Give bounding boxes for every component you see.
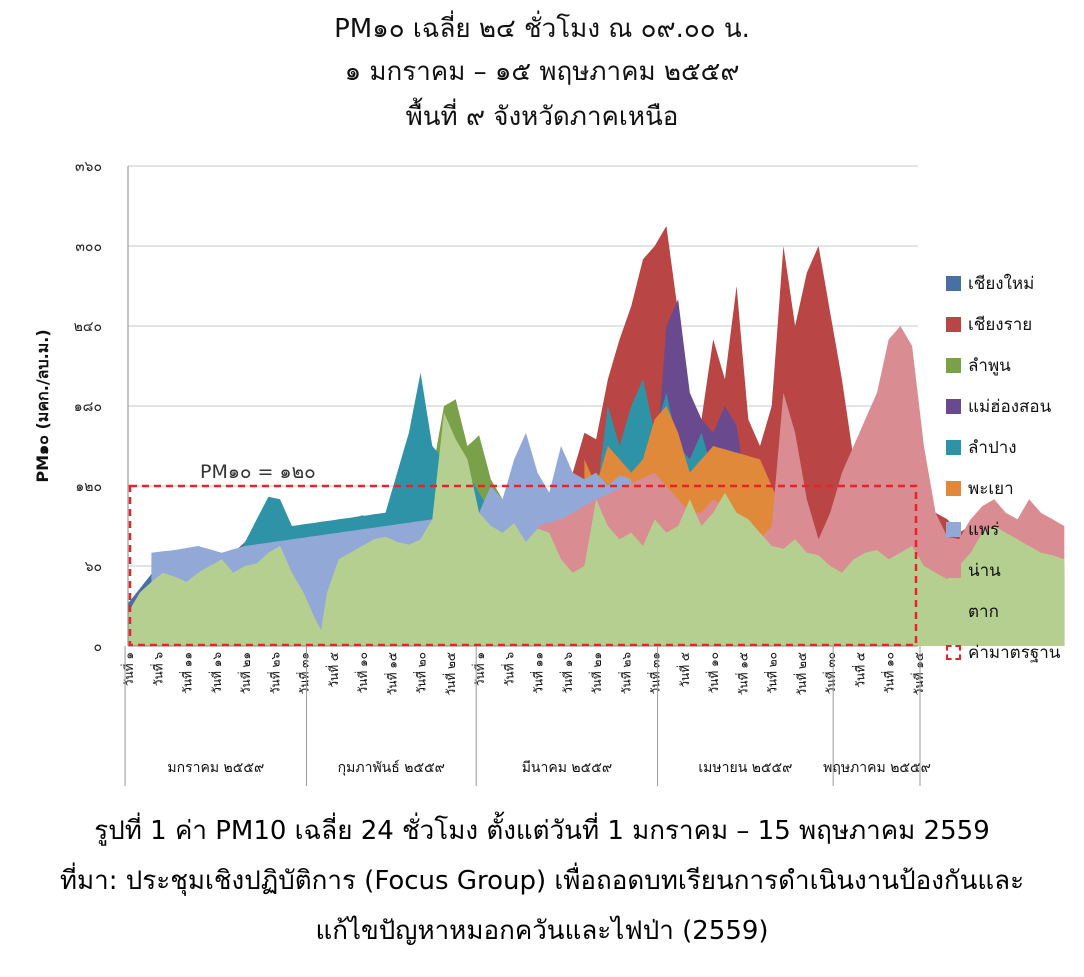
- y-axis-label: PM๑๐ (มคก./ลบ.ม.): [33, 329, 52, 482]
- month-label: พฤษภาคม ๒๕๕๙: [823, 760, 931, 776]
- y-tick-label: ๓๐๐: [75, 239, 102, 255]
- legend-label: เชียงใหม่: [968, 273, 1035, 294]
- legend-label: ลำปาง: [968, 437, 1017, 458]
- month-label: มกราคม ๒๕๕๙: [167, 760, 264, 776]
- x-tick-label: วันที่ ๑๖: [208, 652, 224, 694]
- legend-swatch: [946, 316, 961, 332]
- y-tick-label: ๓๖๐: [75, 159, 102, 175]
- x-tick-label: วันที่ ๖: [149, 652, 165, 686]
- legend-swatch: [946, 562, 961, 578]
- x-tick-label: วันที่ ๑๕: [910, 652, 926, 695]
- legend-item: แม่ฮ่องสอน: [946, 395, 1051, 417]
- x-tick-label: วันที่ ๒๐: [764, 652, 780, 694]
- caption-line-1: รูปที่ 1 ค่า PM10 เฉลี่ย 24 ชั่วโมง ตั้ง…: [94, 816, 990, 846]
- caption-line-3: แก้ไขปัญหาหมอกควันและไฟป่า (2559): [315, 916, 769, 946]
- chart-title-line-2: ๑ มกราคม – ๑๕ พฤษภาคม ๒๕๕๙: [344, 57, 740, 87]
- legend-item: ลำพูน: [946, 354, 1011, 376]
- legend-item: ค่ามาตรฐาน: [946, 641, 1060, 663]
- legend-swatch: [946, 480, 961, 496]
- legend-label: ค่ามาตรฐาน: [968, 642, 1061, 663]
- x-tick-label: วันที่ ๒๕: [442, 652, 458, 696]
- x-tick-label: วันที่ ๒๖: [617, 652, 633, 694]
- legend-swatch: [946, 644, 961, 660]
- x-tick-label: วันที่ ๑: [471, 652, 487, 686]
- month-label: เมษายน ๒๕๕๙: [698, 760, 792, 776]
- legend-label: แม่ฮ่องสอน: [968, 396, 1052, 417]
- x-tick-label: วันที่ ๕: [325, 652, 341, 688]
- x-tick-label: วันที่ ๓๑: [296, 652, 312, 695]
- caption-line-2: ที่มา: ประชุมเชิงปฏิบัติการ (Focus Group…: [59, 866, 1025, 896]
- legend-item: เชียงราย: [946, 313, 1032, 335]
- standard-label: PM๑๐ = ๑๒๐: [200, 461, 316, 483]
- x-tick-label: วันที่ ๑๖: [559, 652, 575, 694]
- x-tick-label: วันที่ ๑: [120, 652, 136, 686]
- legend-label: เชียงราย: [968, 314, 1033, 335]
- x-tick-label: วันที่ ๓๐: [822, 652, 838, 694]
- legend-swatch: [946, 439, 961, 455]
- legend-item: แพร่: [946, 518, 999, 540]
- legend-item: ลำปาง: [946, 436, 1017, 458]
- legend-label: น่าน: [968, 560, 1001, 581]
- legend-swatch: [946, 398, 961, 414]
- legend-item: น่าน: [946, 559, 1001, 581]
- chart-title-line-3: พื้นที่ ๙ จังหวัดภาคเหนือ: [405, 102, 679, 132]
- x-tick-label: วันที่ ๒๖: [266, 652, 282, 694]
- legend-swatch: [946, 357, 961, 373]
- x-tick-label: วันที่ ๑๐: [354, 652, 370, 694]
- month-label: มีนาคม ๒๕๕๙: [522, 760, 612, 776]
- x-tick-label: วันที่ ๑๐: [881, 652, 897, 694]
- legend-swatch: [946, 275, 961, 291]
- standard-threshold-box: [128, 484, 918, 647]
- x-tick-label: วันที่ ๑๕: [383, 652, 399, 695]
- x-tick-label: วันที่ ๓๑: [647, 652, 663, 695]
- legend-label: ลำพูน: [968, 355, 1011, 376]
- x-tick-label: วันที่ ๖: [500, 652, 516, 686]
- legend-item: พะเยา: [946, 477, 1014, 499]
- x-tick-label: วันที่ ๑๑: [530, 652, 546, 694]
- legend-label: พะเยา: [968, 478, 1014, 499]
- x-tick-label: วันที่ ๒๕: [793, 652, 809, 696]
- y-tick-label: ๐: [93, 639, 102, 655]
- x-tick-label: วันที่ ๒๐: [413, 652, 429, 694]
- series-area: [128, 412, 1065, 646]
- legend-item: เชียงใหม่: [946, 272, 1034, 294]
- x-tick-label: วันที่ ๑๑: [179, 652, 195, 694]
- legend-label: แพร่: [968, 519, 1000, 540]
- x-tick-label: วันที่ ๕: [852, 652, 868, 688]
- pm10-area-chart: ๐ ๖๐ ๑๒๐ ๑๘๐ ๒๔๐ ๓๐๐ ๓๖๐ PM๑๐ (มคก./ลบ.ม.) PM๑๐ …: [33, 159, 1065, 786]
- y-tick-label: ๑๘๐: [74, 399, 102, 415]
- chart-title-line-1: PM๑๐ เฉลี่ย ๒๔ ชั่วโมง ณ ๐๙.๐๐ น.: [334, 14, 750, 44]
- x-tick-label: วันที่ ๒๑: [237, 652, 253, 694]
- month-label: กุมภาพันธ์ ๒๕๕๙: [338, 759, 445, 776]
- y-tick-label: ๑๒๐: [75, 479, 102, 495]
- legend-swatch: [946, 603, 961, 619]
- x-tick-label: วันที่ ๑๐: [705, 652, 721, 694]
- x-tick-label: วันที่ ๕: [676, 652, 692, 688]
- x-tick-label: วันที่ ๒๑: [588, 652, 604, 694]
- legend-item: ตาก: [946, 600, 999, 622]
- legend-label: ตาก: [968, 601, 999, 622]
- y-tick-label: ๖๐: [85, 559, 102, 575]
- y-tick-label: ๒๔๐: [74, 319, 102, 335]
- x-tick-label: วันที่ ๑๕: [734, 652, 750, 695]
- legend-swatch: [946, 521, 961, 537]
